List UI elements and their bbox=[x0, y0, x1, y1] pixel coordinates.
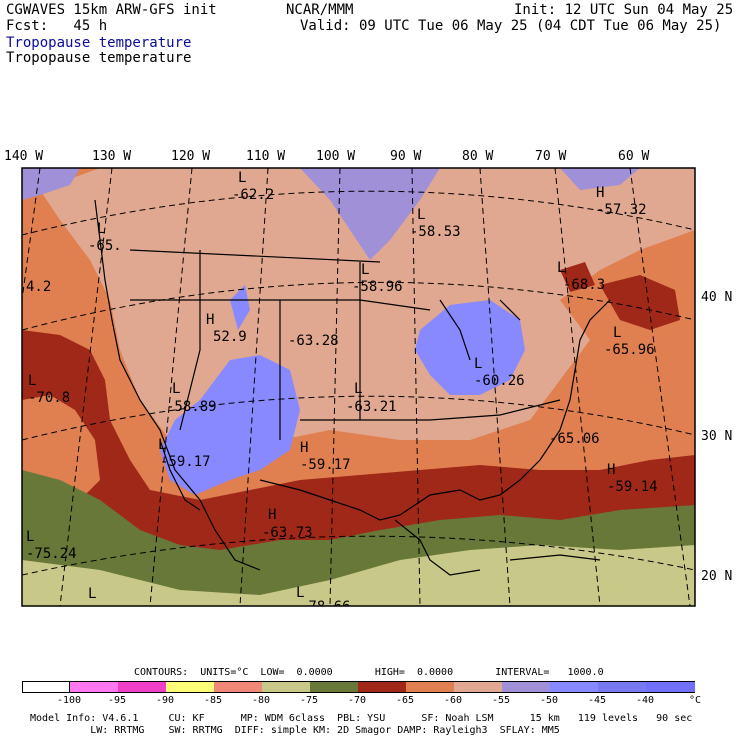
colorbar-segment bbox=[646, 681, 695, 693]
colorbar-segment bbox=[166, 681, 214, 693]
colorbar-segment bbox=[454, 681, 502, 693]
forecast-hour: Fcst: 45 h bbox=[6, 18, 108, 34]
colorbar-segment bbox=[310, 681, 358, 693]
extremum-value: -70.8 bbox=[28, 390, 71, 406]
lon-label: 90 W bbox=[390, 149, 422, 164]
extremum-label: L bbox=[354, 381, 363, 397]
extremum-label: L bbox=[26, 529, 35, 545]
colorbar-tick: -95 bbox=[108, 695, 127, 706]
lon-label: 110 W bbox=[246, 149, 286, 164]
colorbar-segment bbox=[262, 681, 310, 693]
lon-label: 100 W bbox=[316, 149, 356, 164]
extremum-label: L bbox=[613, 325, 622, 341]
graticule bbox=[22, 168, 695, 606]
colorbar bbox=[22, 681, 695, 693]
lon-label: 140 W bbox=[4, 149, 44, 164]
extremum-value: -59.17 bbox=[160, 454, 211, 470]
lat-label: 20 N bbox=[701, 569, 733, 584]
lon-label: 60 W bbox=[618, 149, 650, 164]
extremum-value: -65.06 bbox=[549, 431, 600, 447]
contours-info: CONTOURS: UNITS=°C LOW= 0.0000 HIGH= 0.0… bbox=[134, 667, 604, 678]
colorbar-segment bbox=[406, 681, 454, 693]
extremum-label: L bbox=[417, 207, 426, 223]
lon-label: 120 W bbox=[171, 149, 211, 164]
extremum-label: L bbox=[28, 373, 37, 389]
colorbar-segment bbox=[70, 681, 118, 693]
colorbar-tick: -50 bbox=[540, 695, 559, 706]
colorbar-tick: -75 bbox=[300, 695, 319, 706]
extremum-label: L bbox=[97, 221, 106, 237]
lon-label: 80 W bbox=[462, 149, 494, 164]
field-title-primary: Tropopause temperature bbox=[6, 35, 192, 51]
colorbar-tick: -70 bbox=[348, 695, 367, 706]
colorbar-segment bbox=[598, 681, 646, 693]
extremum-value: -68.3 bbox=[563, 277, 606, 293]
model-info-line2: LW: RRTMG SW: RRTMG DIFF: simple KM: 2D … bbox=[30, 725, 560, 736]
extremum-value: -65.96 bbox=[604, 342, 655, 358]
model-title: CGWAVES 15km ARW-GFS init bbox=[6, 2, 217, 18]
extremum-value: -65. bbox=[88, 238, 122, 254]
extremum-label: L bbox=[172, 381, 181, 397]
colorbar-tick: -100 bbox=[57, 695, 82, 706]
colorbar-tick: -80 bbox=[252, 695, 271, 706]
colorbar-tick: -65 bbox=[396, 695, 415, 706]
extremum-label: L bbox=[158, 437, 167, 453]
extremum-value: -63.21 bbox=[346, 399, 397, 415]
extremum-label: L bbox=[238, 170, 247, 186]
temperature-field bbox=[22, 168, 695, 606]
extremum-label: L bbox=[474, 356, 483, 372]
lon-label: 70 W bbox=[535, 149, 567, 164]
extremum-label: L bbox=[557, 260, 566, 276]
colorbar-segment bbox=[502, 681, 550, 693]
extremum-label: L bbox=[296, 585, 305, 601]
colorbar-segment bbox=[214, 681, 262, 693]
agency-label: NCAR/MMM bbox=[286, 2, 354, 18]
colorbar-tick: -85 bbox=[204, 695, 223, 706]
colorbar-segment bbox=[118, 681, 166, 693]
colorbar-tick: -40 bbox=[636, 695, 655, 706]
coastlines bbox=[94, 199, 611, 576]
extremum-label: L bbox=[88, 586, 97, 602]
lat-label: 30 N bbox=[701, 429, 733, 444]
extremum-label: H bbox=[300, 440, 309, 456]
model-info-line1: Model Info: V4.6.1 CU: KF MP: WDM 6class… bbox=[30, 713, 693, 724]
lon-label: 130 W bbox=[92, 149, 132, 164]
extremum-value: -59.14 bbox=[607, 479, 658, 495]
extremum-value: -63.28 bbox=[288, 333, 339, 349]
extremum-value: -63.73 bbox=[262, 525, 313, 541]
extremum-value: 52.9 bbox=[213, 329, 247, 345]
extremum-value: -59.17 bbox=[300, 457, 351, 473]
extremum-label: H bbox=[607, 462, 616, 478]
colorbar-units: °C bbox=[689, 695, 702, 706]
init-time: Init: 12 UTC Sun 04 May 25 bbox=[514, 2, 734, 18]
colorbar-segment bbox=[22, 681, 70, 693]
extremum-label: H bbox=[268, 507, 277, 523]
extremum-value: 4.2 bbox=[26, 279, 52, 295]
extremum-value: -58.53 bbox=[410, 224, 461, 240]
extremum-label: L bbox=[361, 262, 370, 278]
extremum-value: -60.26 bbox=[474, 373, 525, 389]
colorbar-tick: -60 bbox=[444, 695, 463, 706]
colorbar-tick: -55 bbox=[492, 695, 511, 706]
colorbar-tick: -45 bbox=[588, 695, 607, 706]
extremum-value: -78.66 bbox=[300, 600, 351, 606]
valid-time: Valid: 09 UTC Tue 06 May 25 (04 CDT Tue … bbox=[300, 18, 722, 34]
extremum-value: -75.24 bbox=[26, 546, 77, 562]
map-frame bbox=[21, 167, 696, 607]
lat-label: 40 N bbox=[701, 290, 733, 305]
extremum-value: -58.89 bbox=[166, 399, 217, 415]
colorbar-tick: -90 bbox=[156, 695, 175, 706]
colorbar-segment bbox=[550, 681, 598, 693]
extremum-label: H bbox=[596, 185, 605, 201]
extremum-value: -62.2 bbox=[232, 187, 275, 203]
extremum-value: -57.32 bbox=[596, 202, 647, 218]
extremum-value: -58.96 bbox=[352, 279, 403, 295]
field-title-secondary: Tropopause temperature bbox=[6, 50, 192, 66]
extremum-label: H bbox=[206, 312, 215, 328]
colorbar-segment bbox=[358, 681, 406, 693]
